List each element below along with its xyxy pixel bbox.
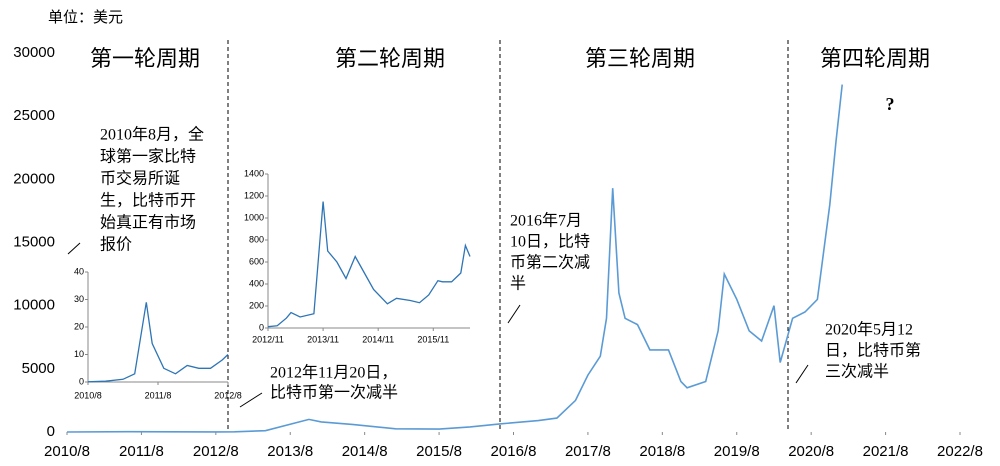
y-tick-label: 15000 bbox=[13, 233, 55, 250]
note-line: 球第一家比特 bbox=[100, 148, 196, 166]
x-tick-label: 2014/8 bbox=[342, 443, 388, 460]
x-tick-label: 2020/8 bbox=[788, 443, 834, 460]
arrow bbox=[795, 364, 809, 384]
x-tick-label: 2011/8 bbox=[145, 390, 172, 400]
x-tick-label: 2012/8 bbox=[193, 443, 239, 460]
y-tick-label: 30 bbox=[74, 294, 84, 304]
y-tick-label: 25000 bbox=[13, 107, 55, 124]
note-line: 币交易所诞 bbox=[100, 170, 180, 188]
note-line: 日，比特币第 bbox=[825, 342, 921, 360]
x-tick-label: 2010/8 bbox=[74, 390, 102, 400]
note-line: 2012年11月20日， bbox=[270, 364, 397, 382]
cycle-label: 第四轮周期 bbox=[820, 46, 930, 71]
price-line bbox=[87, 302, 229, 383]
y-tick-label: 20 bbox=[74, 321, 84, 331]
x-tick-label: 2022/8 bbox=[937, 443, 983, 460]
x-tick-label: 2021/8 bbox=[863, 443, 909, 460]
y-tick-label: 30000 bbox=[13, 44, 55, 61]
y-tick-label: 800 bbox=[249, 234, 264, 244]
note-line: 报价 bbox=[100, 236, 132, 254]
y-tick-label: 0 bbox=[259, 322, 264, 332]
y-tick-label: 10 bbox=[74, 349, 84, 359]
note-line: 生，比特币开 bbox=[100, 192, 196, 210]
y-tick-label: 1400 bbox=[244, 168, 264, 178]
price-line bbox=[267, 201, 471, 328]
cycle-label: 第二轮周期 bbox=[335, 46, 445, 71]
note-line: 2016年7月 bbox=[510, 212, 582, 230]
note-line: 三次减半 bbox=[825, 363, 889, 381]
unit-label: 单位：美元 bbox=[48, 9, 123, 26]
arrow bbox=[239, 392, 263, 408]
x-tick-label: 2013/11 bbox=[307, 334, 339, 344]
y-tick-label: 10000 bbox=[13, 297, 55, 314]
y-tick-label: 1200 bbox=[244, 190, 264, 200]
note-line: 10日，比特 bbox=[510, 233, 590, 251]
y-tick-label: 20000 bbox=[13, 170, 55, 187]
y-tick-label: 0 bbox=[79, 376, 84, 386]
note-line: 半 bbox=[510, 275, 526, 293]
x-tick-label: 2018/8 bbox=[639, 443, 685, 460]
question-mark: ? bbox=[886, 94, 895, 114]
y-tick-label: 600 bbox=[249, 256, 264, 266]
x-tick-label: 2012/11 bbox=[252, 334, 284, 344]
arrow bbox=[507, 304, 521, 324]
note-line: 比特币第一次减半 bbox=[270, 384, 398, 402]
x-tick-label: 2012/8 bbox=[214, 390, 242, 400]
x-tick-label: 2013/8 bbox=[267, 443, 313, 460]
y-tick-label: 400 bbox=[249, 278, 264, 288]
note-line: 币第二次减 bbox=[510, 254, 590, 272]
x-tick-label: 2015/8 bbox=[416, 443, 462, 460]
arrow bbox=[67, 242, 81, 255]
y-tick-label: 200 bbox=[249, 300, 264, 310]
price-line bbox=[66, 84, 843, 433]
x-tick-label: 2014/11 bbox=[362, 334, 394, 344]
note-line: 2010年8月，全 bbox=[100, 126, 204, 144]
cycle-label: 第一轮周期 bbox=[90, 46, 200, 71]
y-tick-label: 0 bbox=[47, 423, 55, 440]
note-line: 2020年5月12 bbox=[825, 321, 913, 339]
x-tick-label: 2011/8 bbox=[119, 443, 164, 460]
x-tick-label: 2015/11 bbox=[417, 334, 449, 344]
x-tick-label: 2017/8 bbox=[565, 443, 611, 460]
cycle-label: 第三轮周期 bbox=[585, 46, 695, 71]
y-tick-label: 40 bbox=[74, 266, 84, 276]
y-tick-label: 5000 bbox=[22, 360, 55, 377]
x-tick-label: 2010/8 bbox=[44, 443, 90, 460]
note-line: 始真正有市场 bbox=[100, 214, 196, 232]
x-tick-label: 2016/8 bbox=[491, 443, 537, 460]
y-tick-label: 1000 bbox=[244, 212, 264, 222]
x-tick-label: 2019/8 bbox=[714, 443, 760, 460]
